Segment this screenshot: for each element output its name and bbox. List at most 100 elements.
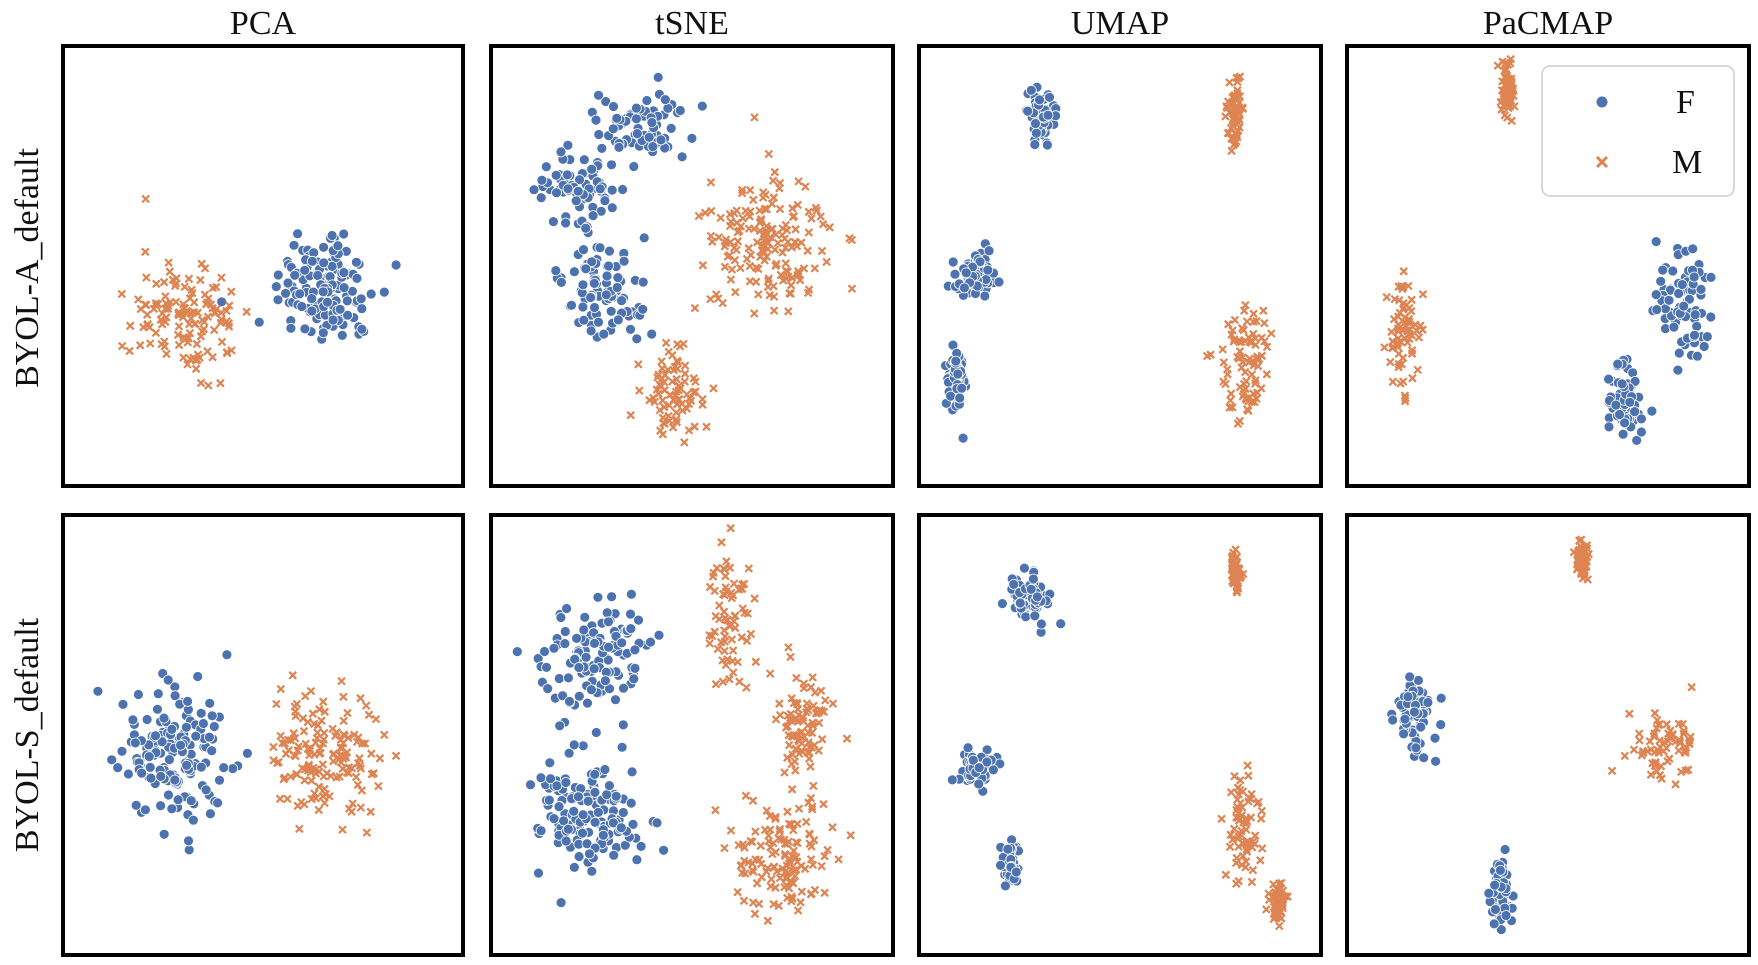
point-m	[690, 303, 700, 313]
point-f	[545, 773, 556, 785]
point-m	[739, 896, 749, 906]
point-f	[129, 737, 141, 749]
point-f	[1698, 341, 1710, 352]
point-f	[589, 816, 601, 828]
point-m	[746, 629, 756, 639]
point-f	[599, 764, 611, 775]
scatter-panel	[1386, 535, 1696, 935]
point-m	[134, 295, 143, 304]
point-m	[1620, 751, 1630, 761]
point-m	[750, 309, 759, 318]
point-m	[755, 206, 764, 215]
point-m	[1225, 78, 1234, 87]
point-m	[664, 347, 673, 357]
point-f	[152, 688, 164, 700]
point-f	[601, 789, 613, 800]
point-m	[1259, 306, 1268, 315]
point-m	[705, 639, 714, 648]
point-m	[785, 859, 795, 868]
point-f	[560, 217, 571, 229]
point-f	[616, 637, 628, 649]
point-m	[339, 692, 348, 702]
point-m	[1257, 806, 1267, 816]
point-f	[1689, 309, 1701, 321]
point-f	[541, 662, 552, 673]
point-m	[307, 776, 316, 785]
point-m	[720, 565, 729, 574]
point-m	[1679, 729, 1688, 739]
point-m	[306, 767, 316, 777]
point-m	[1503, 60, 1513, 69]
point-f	[1044, 91, 1055, 103]
point-m	[1217, 814, 1226, 824]
point-m	[752, 238, 762, 247]
point-m	[764, 274, 773, 283]
point-f	[967, 754, 979, 766]
point-f	[338, 267, 350, 278]
point-m	[722, 557, 731, 566]
point-m	[163, 304, 173, 314]
point-f	[127, 714, 139, 726]
point-m	[828, 823, 837, 832]
point-m	[1256, 856, 1265, 865]
point-m	[770, 245, 780, 254]
point-m	[314, 782, 324, 792]
point-m	[791, 225, 800, 234]
point-f	[580, 651, 592, 663]
point-m	[1267, 329, 1276, 338]
point-m	[1241, 837, 1251, 847]
point-m	[754, 264, 763, 274]
point-m	[776, 270, 786, 280]
point-f	[1650, 289, 1662, 301]
point-m	[736, 861, 746, 871]
point-m	[817, 735, 827, 744]
point-m	[788, 204, 797, 213]
scatter-panel	[117, 194, 402, 390]
point-m	[765, 669, 775, 678]
point-f	[350, 256, 362, 268]
point-m	[805, 830, 815, 839]
point-m	[1674, 746, 1683, 755]
point-f	[696, 100, 708, 112]
point-m	[756, 216, 766, 226]
point-m	[180, 282, 189, 292]
point-f	[163, 789, 174, 801]
point-m	[768, 176, 778, 185]
point-m	[313, 720, 323, 730]
point-m	[1668, 729, 1677, 739]
point-m	[660, 386, 669, 395]
point-m	[1578, 557, 1588, 567]
point-m	[1498, 57, 1507, 67]
point-f	[973, 762, 985, 774]
point-m	[1221, 112, 1230, 121]
point-m	[1240, 336, 1250, 346]
point-f	[1029, 610, 1041, 622]
point-f	[586, 163, 598, 175]
point-m	[1228, 551, 1237, 561]
point-m	[799, 683, 809, 693]
point-f	[136, 767, 148, 779]
point-m	[1241, 815, 1250, 825]
point-f	[1409, 706, 1420, 718]
point-f	[960, 267, 972, 279]
point-m	[217, 315, 226, 324]
scatter-panel	[946, 545, 1292, 931]
point-m	[294, 742, 303, 751]
point-m	[312, 733, 322, 743]
point-f	[559, 626, 571, 637]
point-f	[221, 649, 233, 661]
point-f	[204, 808, 216, 820]
point-m	[674, 381, 684, 391]
point-m	[771, 715, 781, 724]
point-f	[1657, 264, 1669, 276]
point-f	[166, 803, 178, 815]
point-m	[366, 807, 375, 817]
point-m	[733, 237, 743, 246]
point-m	[222, 306, 231, 316]
point-m	[337, 676, 346, 686]
point-m	[793, 838, 802, 848]
point-f	[566, 299, 577, 311]
point-f	[606, 202, 618, 214]
point-m	[338, 743, 347, 753]
